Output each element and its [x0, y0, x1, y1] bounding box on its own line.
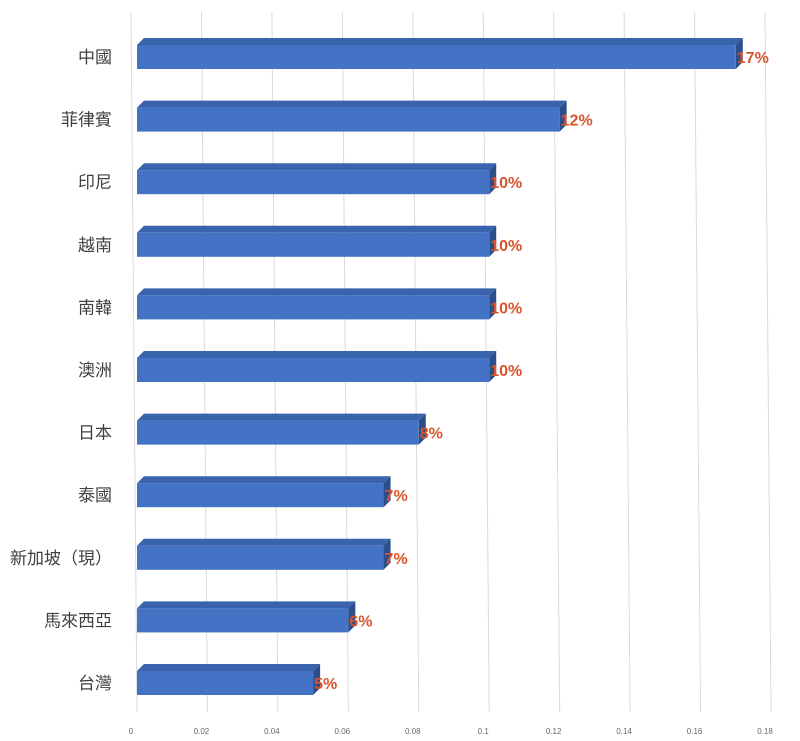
- x-tick-label-layer: 0 0.02 0.04 0.06 0.08 0.1 0.12 0.14 0.16 0.18: [129, 727, 774, 736]
- category-label: 越南: [78, 236, 112, 256]
- gridline: [130, 11, 138, 713]
- data-label: 6%: [349, 613, 372, 630]
- bar-top-face: [137, 163, 497, 171]
- category-label: 泰國: [78, 486, 112, 506]
- bar: [137, 358, 490, 382]
- x-tick-label: 0: [129, 727, 134, 736]
- category-label: 澳洲: [78, 361, 112, 381]
- x-tick-label: 0.08: [405, 727, 421, 736]
- category-label: 中國: [78, 48, 112, 68]
- bar-side-face: [313, 664, 321, 695]
- x-tick-label: 0.14: [616, 727, 632, 736]
- data-label: 10%: [490, 300, 522, 317]
- bar-top-face: [137, 413, 426, 421]
- data-label: 10%: [490, 363, 522, 380]
- bar: [137, 107, 560, 132]
- bar-layer: [137, 38, 743, 695]
- data-label: 10%: [490, 175, 522, 192]
- gridline: [623, 11, 631, 713]
- data-label: 12%: [561, 113, 593, 130]
- bar-side-face: [383, 476, 391, 508]
- category-label: 台灣: [78, 674, 112, 694]
- bar-side-face: [735, 38, 743, 69]
- x-tick-label: 0.06: [335, 727, 351, 736]
- bar: [137, 608, 349, 633]
- bar: [137, 45, 736, 69]
- x-tick-label: 0.04: [264, 727, 280, 736]
- bar-top-face: [137, 38, 743, 45]
- gridline: [694, 11, 702, 713]
- bar-side-face: [489, 351, 497, 382]
- category-label: 日本: [78, 424, 112, 444]
- data-label: 5%: [314, 676, 337, 693]
- bar: [137, 170, 490, 195]
- bar-top-face: [137, 351, 497, 358]
- data-label: 10%: [490, 238, 522, 255]
- x-tick-label: 0.1: [478, 727, 490, 736]
- x-tick-label: 0.12: [546, 727, 562, 736]
- category-label: 馬來西亞: [44, 611, 112, 631]
- x-tick-label: 0.16: [687, 727, 703, 736]
- data-label: 8%: [420, 426, 443, 443]
- bar: [137, 483, 384, 508]
- bar-top-face: [137, 664, 321, 671]
- bar: [137, 671, 314, 695]
- bar-top-face: [137, 538, 391, 546]
- bar-side-face: [348, 601, 356, 633]
- category-label: 新加坡（現）: [10, 549, 112, 569]
- category-label: 印尼: [78, 173, 112, 193]
- gridline: [764, 11, 772, 713]
- bar-top-face: [137, 225, 497, 233]
- bar: [137, 420, 419, 445]
- bar: [137, 545, 384, 570]
- bar: [137, 232, 490, 257]
- bar-top-face: [137, 601, 356, 609]
- bar-side-face: [489, 163, 497, 195]
- category-label: 菲律賓: [61, 111, 112, 131]
- category-label: 南韓: [78, 298, 112, 318]
- data-label-layer: 17% 12% 10% 10% 10% 10% 8% 7% 7% 6% 5%: [314, 50, 769, 693]
- bar-top-face: [137, 476, 391, 484]
- data-label: 7%: [385, 488, 408, 505]
- data-label: 17%: [737, 50, 769, 67]
- bar-side-face: [418, 413, 426, 445]
- bar-side-face: [489, 288, 497, 320]
- x-tick-label: 0.18: [757, 727, 773, 736]
- bar-side-face: [489, 225, 497, 257]
- bar-top-face: [137, 288, 497, 296]
- bar-side-face: [559, 100, 567, 132]
- bar: [137, 295, 490, 320]
- bar-side-face: [383, 538, 391, 570]
- x-tick-label: 0.02: [194, 727, 210, 736]
- data-label: 7%: [385, 551, 408, 568]
- bar-top-face: [137, 100, 567, 108]
